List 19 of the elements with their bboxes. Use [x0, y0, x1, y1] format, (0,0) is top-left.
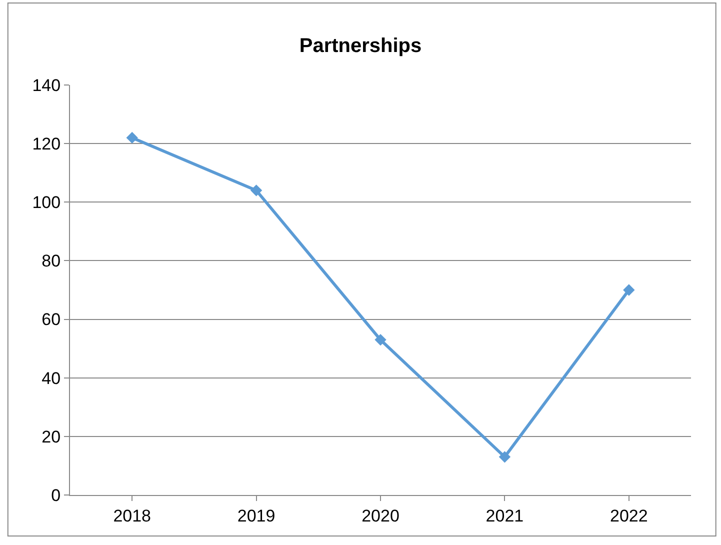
y-tick-label: 0 — [51, 486, 61, 505]
y-tick-label: 40 — [42, 368, 61, 388]
point — [126, 132, 138, 144]
y-tick-label: 80 — [42, 252, 61, 271]
x-tick-label: 2020 — [362, 506, 400, 526]
x-tick-label: 2021 — [486, 506, 524, 526]
y-tick-label: 120 — [32, 134, 61, 154]
point — [250, 184, 262, 196]
point — [498, 451, 511, 463]
chart-title: Partnerships — [299, 35, 422, 58]
x-tick-label: 2022 — [610, 506, 648, 526]
y-tick-label: 20 — [42, 427, 61, 446]
x-tick-label: 2018 — [113, 506, 152, 526]
y-tick-label: 60 — [42, 310, 61, 330]
point — [374, 334, 386, 346]
point — [623, 284, 635, 296]
y-tick-label: 140 — [32, 76, 61, 95]
x-tick-label: 2019 — [237, 506, 276, 526]
y-tick-label: 100 — [32, 193, 61, 212]
